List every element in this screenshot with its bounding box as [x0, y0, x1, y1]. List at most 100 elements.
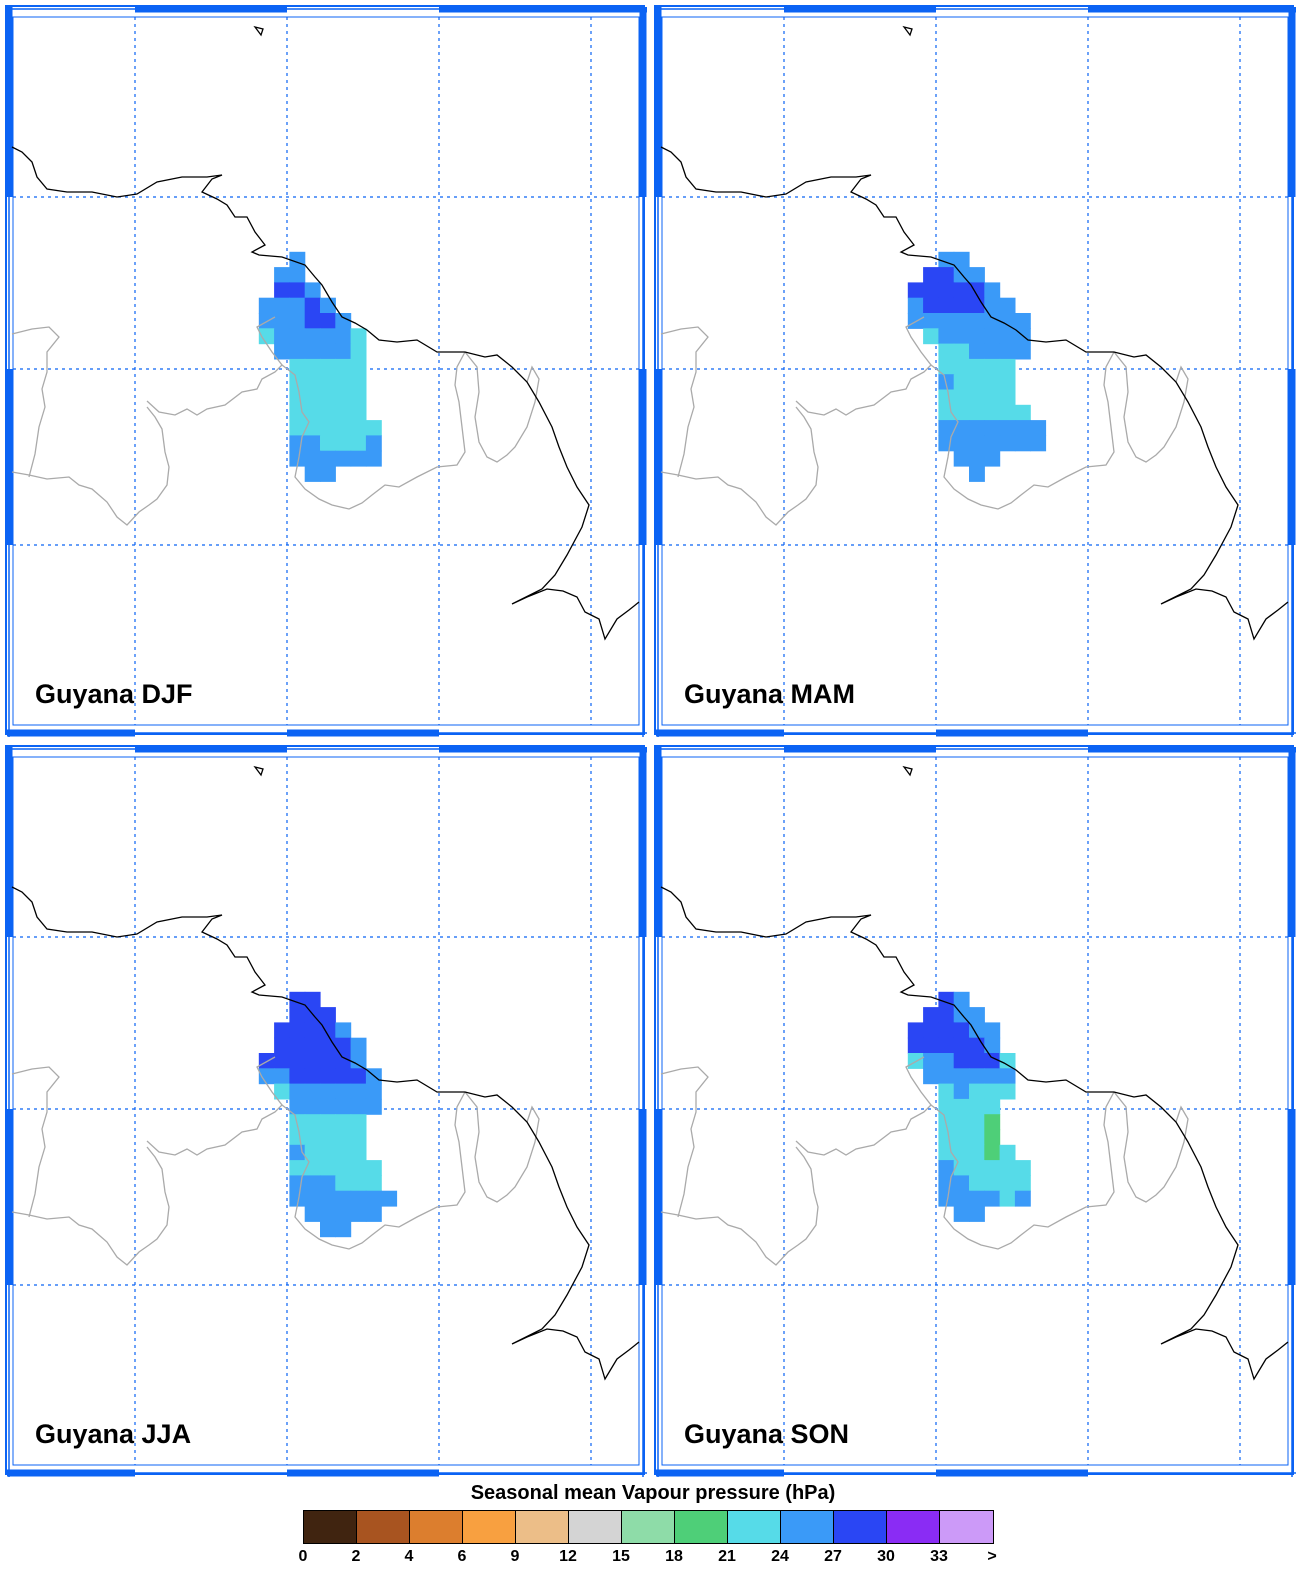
data-cell: [350, 1083, 367, 1100]
data-cell: [320, 1144, 336, 1161]
data-cell: [984, 1098, 1001, 1115]
data-cell: [304, 420, 321, 436]
data-cell: [953, 1037, 970, 1054]
country-border: [795, 316, 932, 416]
data-cell: [289, 267, 306, 283]
data-cell: [350, 1190, 367, 1207]
data-cell: [953, 313, 970, 329]
data-cell: [1014, 435, 1031, 452]
island-outline: [253, 25, 264, 37]
data-cell: [969, 1098, 985, 1115]
legend-tick-label: 30: [877, 1548, 895, 1565]
data-cell: [907, 1037, 924, 1054]
data-cell: [350, 1160, 367, 1176]
country-border: [660, 326, 709, 478]
data-cell: [938, 1175, 955, 1192]
data-cell: [999, 435, 1016, 452]
data-cell: [304, 1053, 321, 1069]
data-cell: [335, 389, 352, 406]
data-cell: [907, 297, 924, 314]
data-cell: [289, 1083, 306, 1100]
data-cell: [289, 328, 306, 345]
data-cell: [999, 374, 1016, 391]
island-outline: [902, 25, 913, 37]
data-cell: [350, 328, 367, 345]
data-cell: [289, 313, 306, 329]
data-cell: [320, 1221, 336, 1238]
data-cell: [984, 420, 1001, 436]
island-outline: [253, 765, 264, 777]
data-cell: [969, 328, 985, 345]
data-cell: [1014, 1175, 1031, 1192]
data-cell: [953, 1098, 970, 1115]
data-cell: [274, 297, 290, 314]
data-cell: [984, 313, 1001, 329]
data-cell: [274, 328, 290, 345]
coastline: [660, 886, 1289, 1381]
legend-tick-label: 12: [559, 1548, 577, 1565]
data-cell: [953, 374, 970, 391]
data-cell: [335, 1022, 352, 1039]
data-cell: [320, 1022, 336, 1039]
data-cell: [969, 1206, 985, 1222]
data-cell: [335, 1190, 352, 1207]
legend-tick-label: 24: [771, 1548, 789, 1565]
data-cell: [999, 343, 1016, 360]
legend-swatch: [516, 1511, 569, 1543]
legend-swatch: [622, 1511, 675, 1543]
data-cell: [258, 1068, 275, 1085]
data-cell: [953, 1190, 970, 1207]
data-cell: [320, 358, 336, 375]
data-cell: [350, 1144, 367, 1161]
data-cell: [969, 313, 985, 329]
legend-tick-label: 15: [612, 1548, 630, 1565]
data-cell: [304, 328, 321, 345]
data-cell: [350, 420, 367, 436]
data-cell: [304, 374, 321, 391]
legend-swatch: [357, 1511, 410, 1543]
data-cell: [289, 1022, 306, 1039]
data-cell: [350, 374, 367, 391]
data-cell: [335, 1206, 352, 1222]
data-cell: [953, 343, 970, 360]
data-cell: [953, 1206, 970, 1222]
data-cell: [938, 1053, 955, 1069]
country-border: [11, 1066, 60, 1218]
data-cell: [938, 1068, 955, 1085]
data-cell: [350, 1053, 367, 1069]
country-border: [1113, 351, 1189, 463]
data-cell: [320, 435, 336, 452]
data-cell: [289, 297, 306, 314]
data-cell: [274, 1037, 290, 1054]
data-cell: [953, 358, 970, 375]
data-cell: [969, 1114, 985, 1131]
data-cell: [923, 1053, 939, 1069]
data-cell: [1014, 1160, 1031, 1176]
data-cell: [999, 389, 1016, 406]
data-cell: [289, 1037, 306, 1054]
data-cell: [999, 313, 1016, 329]
map-panel-mam: Guyana MAM: [654, 5, 1296, 737]
country-border: [1113, 1091, 1189, 1203]
data-cell: [938, 1007, 955, 1023]
data-cell: [984, 1037, 1001, 1054]
panel-title: Guyana DJF: [35, 679, 193, 709]
data-cell: [984, 1083, 1001, 1100]
data-cell: [320, 420, 336, 436]
data-cell: [969, 1190, 985, 1207]
data-cell: [274, 1068, 290, 1085]
data-cell: [365, 1206, 382, 1222]
legend-swatch: [675, 1511, 728, 1543]
data-cell: [969, 1007, 985, 1023]
country-border: [11, 406, 170, 526]
data-cell: [923, 1068, 939, 1085]
data-cell: [365, 450, 382, 467]
data-cell: [938, 297, 955, 314]
data-cell: [335, 1083, 352, 1100]
legend-tick-label: 33: [930, 1548, 948, 1565]
data-cell: [320, 297, 336, 314]
data-cell: [320, 466, 336, 482]
data-cell: [350, 1098, 367, 1115]
data-cell: [350, 1129, 367, 1146]
